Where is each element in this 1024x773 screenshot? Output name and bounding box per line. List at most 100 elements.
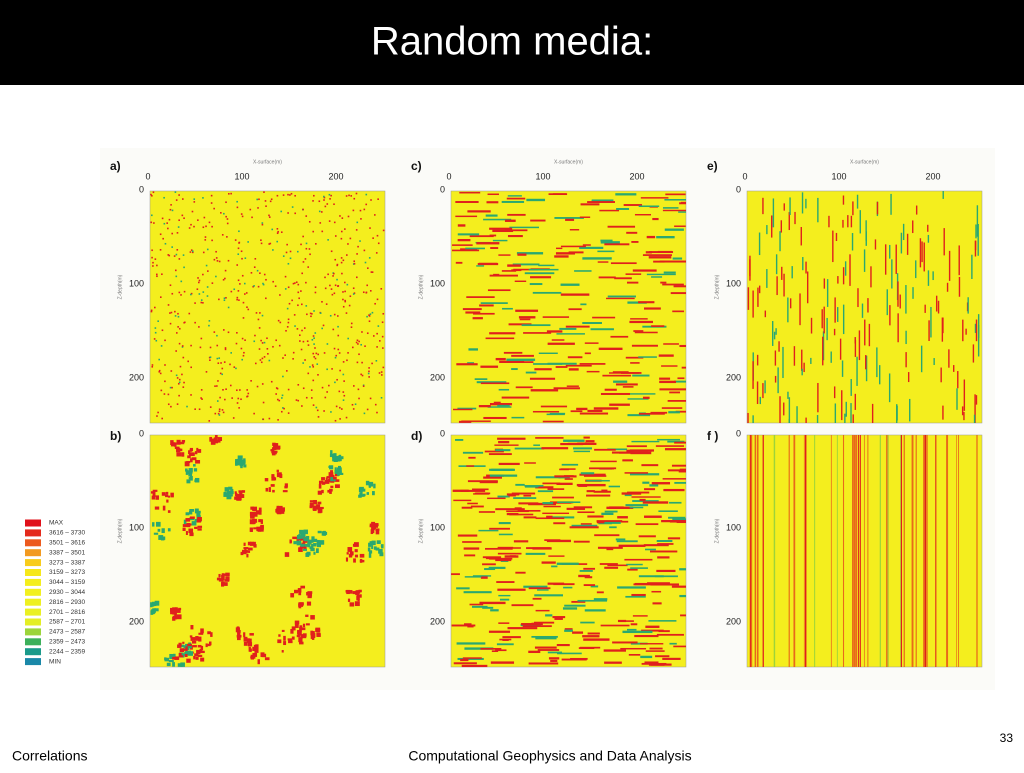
texture-spot [759,396,762,405]
legend-swatch [25,519,41,527]
texture-spot [355,192,358,195]
texture-spot [175,332,178,334]
texture-spot [286,307,289,310]
texture-spot [507,627,538,630]
texture-spot [313,343,315,345]
texture-spot [256,510,259,515]
texture-spot [219,396,221,399]
texture-spot [243,458,246,463]
texture-spot [224,398,226,401]
texture-spot [352,287,355,290]
texture-spot [248,646,251,652]
texture-spot [472,488,489,491]
texture-spot [328,465,333,469]
texture-spot [165,491,169,495]
texture-spot [274,285,277,288]
texture-spot [353,262,356,265]
texture-spot [374,403,377,406]
texture-spot [584,352,591,355]
texture-spot [564,604,586,607]
texture-spot [346,254,348,256]
texture-spot [150,193,152,196]
texture-spot [750,435,753,667]
texture-spot [651,325,665,327]
texture-spot [260,526,264,532]
texture-spot [309,539,314,543]
texture-spot [243,636,248,642]
texture-spot [608,485,621,488]
texture-spot [334,419,337,422]
texture-spot [292,358,294,360]
texture-spot [574,270,592,272]
texture-spot [453,662,477,665]
texture-spot [467,502,478,505]
texture-spot [360,373,362,376]
texture-spot [153,222,155,224]
texture-spot [606,297,635,300]
texture-spot [501,396,530,399]
texture-spot [288,302,291,305]
texture-spot [889,244,891,259]
texture-spot [324,287,327,290]
texture-spot [886,289,888,316]
texture-spot [801,349,803,371]
x-tick-label: 200 [925,171,940,181]
texture-spot [247,541,252,546]
texture-spot [334,258,337,261]
texture-spot [171,292,174,295]
texture-spot [863,249,866,272]
texture-spot [275,387,278,389]
texture-spot [351,403,354,406]
texture-spot [480,302,508,304]
texture-spot [213,207,215,210]
texture-spot [638,356,657,358]
texture-spot [507,264,521,267]
texture-spot [842,219,844,228]
texture-spot [662,207,679,209]
texture-spot [244,339,246,341]
texture-spot [301,272,304,275]
texture-spot [857,288,859,308]
texture-spot [347,352,349,354]
texture-spot [496,581,515,583]
texture-spot [355,229,358,231]
texture-spot [209,438,212,441]
texture-spot [262,418,265,421]
texture-spot [199,346,202,349]
panel-background [149,190,386,424]
texture-spot [586,370,600,373]
texture-spot [238,242,240,244]
texture-spot [627,398,649,400]
texture-spot [183,645,186,649]
texture-spot [216,344,219,347]
texture-spot [673,645,686,648]
texture-spot [323,352,326,354]
texture-spot [281,650,284,653]
texture-spot [672,310,685,313]
texture-spot [342,259,345,262]
texture-spot [289,257,292,260]
texture-spot [260,242,263,245]
texture-spot [569,229,580,231]
texture-spot [560,245,586,248]
texture-spot [487,193,499,196]
texture-spot [774,375,777,383]
texture-spot [479,304,494,307]
texture-spot [377,325,380,327]
texture-spot [238,230,240,233]
texture-spot [243,641,248,646]
texture-spot [455,438,464,441]
texture-spot [158,358,160,361]
texture-spot [657,543,674,545]
texture-spot [313,499,317,505]
texture-spot [596,591,604,594]
texture-spot [244,548,247,553]
texture-spot [369,525,373,528]
texture-spot [594,534,620,537]
texture-spot [661,407,683,409]
texture-spot [231,397,233,399]
texture-spot [293,314,296,316]
texture-spot [312,379,315,382]
texture-spot [276,398,279,401]
texture-spot [213,438,217,441]
